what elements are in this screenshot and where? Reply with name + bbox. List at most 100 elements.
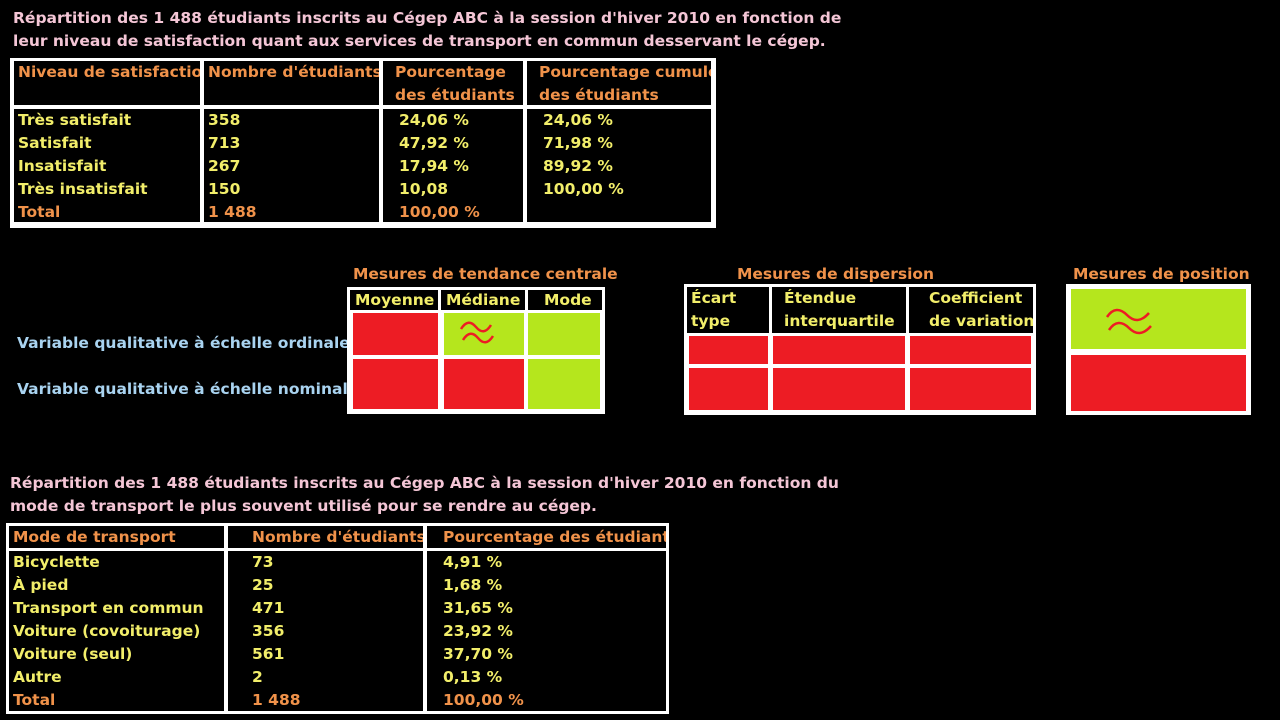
header-count-label: Nombre d'étudiants [208,63,379,81]
total-label: Total [18,203,61,221]
header-percent: Pourcentage des étudiants [383,61,523,105]
position-caption: Mesures de position [1073,265,1250,283]
t-total-count: 1 488 [252,691,301,709]
satisfaction-title-line2: leur niveau de satisfaction quant aux se… [13,32,826,50]
header-cumulative-line2: des étudiants [539,86,659,104]
header-t-percent-label: Pourcentage des étudiants [443,528,666,546]
position-grid [1066,284,1251,415]
satisfaction-table: Niveau de satisfaction Nombre d'étudiant… [10,58,716,228]
column-t-count: 73 25 471 356 561 2 1 488 [228,551,423,711]
row-mode-label: Voiture (covoiturage) [13,622,201,640]
header-level: Niveau de satisfaction [14,61,200,105]
cell-ordinal-moyenne [353,313,438,355]
header-mode-label: Mode de transport [13,528,176,546]
row-mode-label: À pied [13,576,69,594]
row-t-percent: 1,68 % [443,576,503,594]
column-percent: 24,06 % 47,92 % 17,94 % 10,08 100,00 % [383,109,523,222]
cell-ordinal-mode [528,313,600,355]
row-mode-label: Autre [13,668,62,686]
cell-ordinal-mediane [444,313,524,355]
header-t-count: Nombre d'étudiants [228,526,423,548]
row-level-label: Satisfait [18,134,92,152]
total-count: 1 488 [208,203,257,221]
column-mode: Bicyclette À pied Transport en commun Vo… [9,551,224,711]
row-label-ordinal: Variable qualitative à échelle ordinale [17,334,350,352]
t-total-percent: 100,00 % [443,691,524,709]
column-cumulative: 24,06 % 71,98 % 89,92 % 100,00 % [527,109,711,222]
col-mediane: Médiane [441,290,525,310]
cell-nominal-etendue [773,368,905,410]
header-percent-line2: des étudiants [395,86,515,104]
column-t-percent: 4,91 % 1,68 % 31,65 % 23,92 % 37,70 % 0,… [427,551,666,711]
row-t-count: 25 [252,576,274,594]
col-moyenne: Moyenne [350,290,438,310]
col-moyenne-label: Moyenne [355,291,435,309]
col-etendue: Étendue interquartile [772,287,906,333]
total-percent: 100,00 % [399,203,480,221]
row-cumulative: 71,98 % [543,134,613,152]
header-t-count-label: Nombre d'étudiants [252,528,423,546]
row-count: 713 [208,134,241,152]
central-caption: Mesures de tendance centrale [353,265,618,283]
row-mode-label: Transport en commun [13,599,204,617]
transport-table: Mode de transport Nombre d'étudiants Pou… [6,523,669,714]
row-t-percent: 37,70 % [443,645,513,663]
header-mode: Mode de transport [9,526,224,548]
transport-title: Répartition des 1 488 étudiants inscrits… [10,472,839,518]
row-t-count: 471 [252,599,285,617]
cell-nominal-moyenne [353,359,438,409]
col-coefficient-line1: Coefficient [929,289,1023,307]
row-t-percent: 23,92 % [443,622,513,640]
row-t-count: 356 [252,622,285,640]
approximation-icon [1105,308,1152,335]
row-mode-label: Bicyclette [13,553,100,571]
column-count: 358 713 267 150 1 488 [204,109,379,222]
row-level-label: Insatisfait [18,157,107,175]
dispersion-grid: Écart type Étendue interquartile Coeffic… [684,284,1036,415]
row-percent: 47,92 % [399,134,469,152]
cell-nominal-coefficient [910,368,1031,410]
approximation-icon [459,321,495,344]
cell-ordinal-etendue [773,336,905,364]
header-cumulative: Pourcentage cumulé des étudiants [527,61,711,105]
row-level-label: Très insatisfait [18,180,148,198]
col-mode-label: Mode [544,291,592,309]
row-level-label: Très satisfait [18,111,132,129]
row-count: 358 [208,111,241,129]
central-tendency-grid: Moyenne Médiane Mode [347,287,605,414]
satisfaction-title-line1: Répartition des 1 488 étudiants inscrits… [13,9,842,27]
cell-ordinal-coefficient [910,336,1031,364]
cell-ordinal-ecart [689,336,768,364]
col-ecart-type-line1: Écart [691,289,737,307]
row-cumulative: 24,06 % [543,111,613,129]
col-coefficient: Coefficient de variation [909,287,1033,333]
cell-nominal-mediane [444,359,524,409]
header-t-percent: Pourcentage des étudiants [427,526,666,548]
header-count: Nombre d'étudiants [204,61,379,105]
header-cumulative-line1: Pourcentage cumulé [539,63,711,81]
satisfaction-title: Répartition des 1 488 étudiants inscrits… [13,7,841,53]
row-t-count: 2 [252,668,263,686]
transport-title-line2: mode de transport le plus souvent utilis… [10,497,597,515]
col-ecart-type-line2: type [691,312,731,330]
col-etendue-line1: Étendue [784,289,857,307]
header-percent-line1: Pourcentage [395,63,506,81]
col-mode: Mode [528,290,602,310]
cell-nominal-ecart [689,368,768,410]
row-t-percent: 31,65 % [443,599,513,617]
transport-title-line1: Répartition des 1 488 étudiants inscrits… [10,474,839,492]
dispersion-caption: Mesures de dispersion [737,265,935,283]
cell-ordinal-position [1071,289,1246,349]
row-t-count: 561 [252,645,285,663]
row-t-percent: 4,91 % [443,553,503,571]
row-percent: 10,08 [399,180,449,198]
row-t-percent: 0,13 % [443,668,503,686]
column-level: Très satisfait Satisfait Insatisfait Trè… [14,109,200,222]
row-percent: 24,06 % [399,111,469,129]
cell-nominal-mode [528,359,600,409]
col-ecart-type: Écart type [687,287,769,333]
row-count: 267 [208,157,241,175]
row-count: 150 [208,180,241,198]
col-etendue-line2: interquartile [784,312,895,330]
header-level-label: Niveau de satisfaction [18,63,200,81]
